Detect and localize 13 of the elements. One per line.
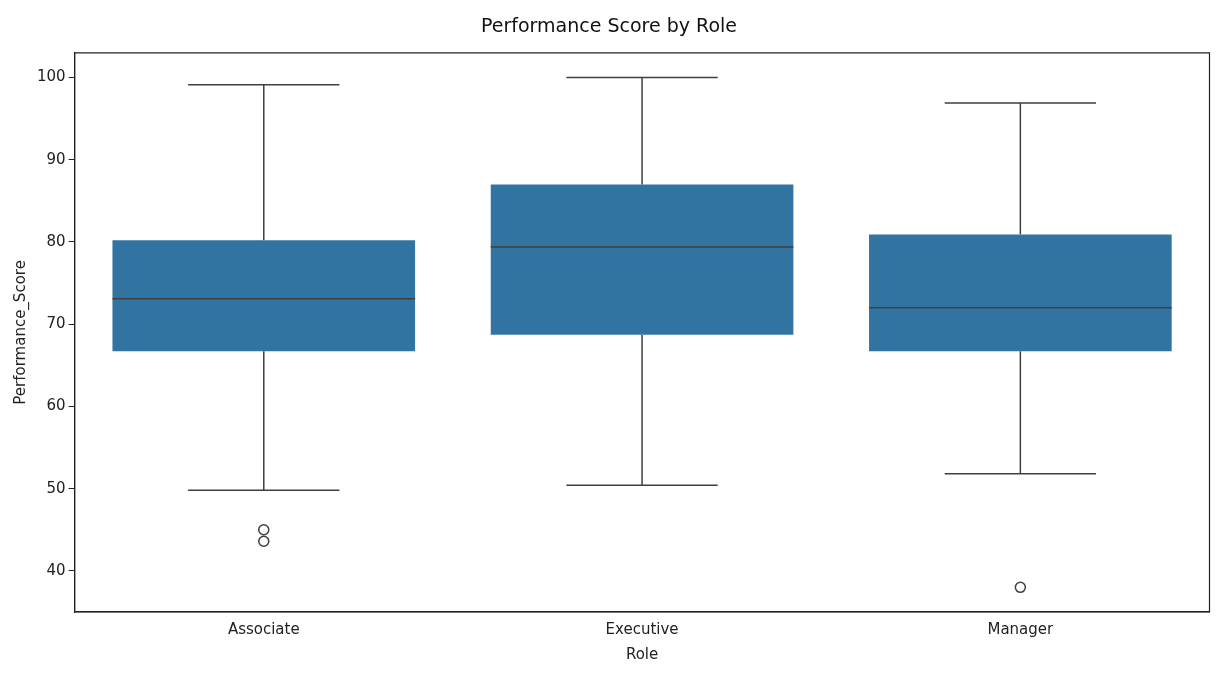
y-tick-label: 80 (46, 231, 66, 250)
x-tick-label: Associate (227, 619, 300, 638)
x-tick-label: Executive (605, 619, 679, 638)
y-axis-title: Performance_Score (10, 260, 30, 405)
y-tick-label: 90 (46, 149, 66, 168)
y-tick-label: 100 (36, 67, 66, 86)
y-tick-label: 50 (46, 478, 66, 497)
y-tick-label: 40 (46, 560, 66, 579)
y-tick-label: 60 (46, 396, 66, 415)
x-axis-title: Role (625, 644, 659, 663)
y-tick-label: 70 (46, 314, 66, 333)
x-tick-label: Manager (987, 619, 1055, 638)
chart-title: Performance Score by Role (481, 14, 737, 37)
